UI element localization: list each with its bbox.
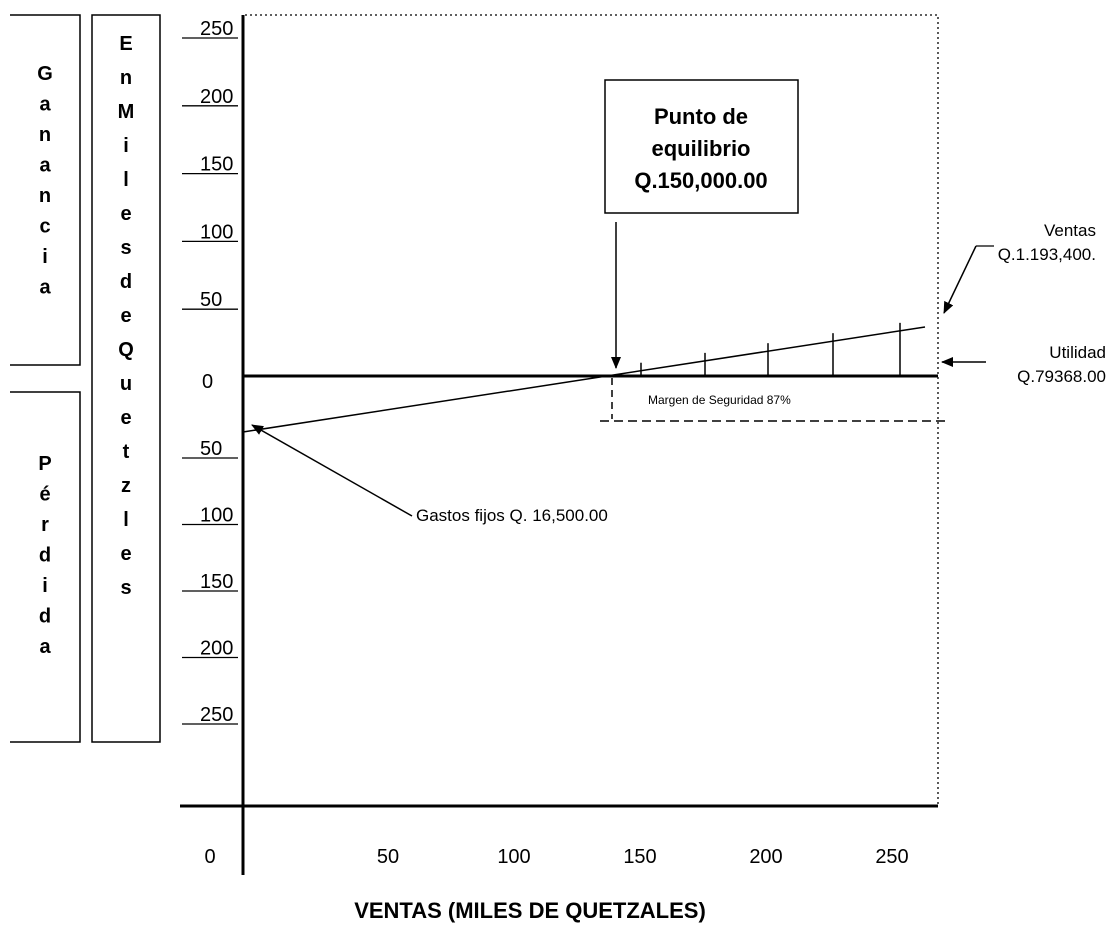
miles-letter: e — [120, 203, 131, 225]
perdida-letter: P — [38, 453, 51, 475]
x-tick-label: 150 — [623, 846, 656, 868]
miles-letter: n — [120, 67, 132, 89]
y-tick-label: 50 — [200, 438, 222, 460]
miles-letter: s — [120, 237, 131, 259]
miles-letter: s — [120, 577, 131, 599]
x-tick-label: 250 — [875, 846, 908, 868]
profit-annotation: Utilidad Q.79368.00 — [1017, 343, 1106, 386]
perdida-letter: i — [42, 575, 48, 597]
miles-letter: Q — [118, 339, 134, 361]
x-tick-label: 0 — [204, 846, 215, 868]
miles-letter: d — [120, 271, 132, 293]
x-axis-title: VENTAS (MILES DE QUETZALES) — [354, 898, 706, 923]
x-tick-label: 200 — [749, 846, 782, 868]
safety-margin-label: Margen de Seguridad 87% — [648, 393, 791, 407]
y-tick-label: 100 — [200, 505, 233, 527]
y-tick-label: 0 — [202, 371, 213, 393]
perdida-box — [10, 391, 81, 743]
y-tick-label: 250 — [200, 704, 233, 726]
miles-letter: z — [121, 475, 131, 497]
miles-letter: M — [118, 101, 135, 123]
miles-box — [91, 14, 161, 743]
miles-letter: t — [123, 441, 130, 463]
fixed-costs-arrow — [251, 424, 413, 517]
sales-annotation: Ventas Q.1.193,400. — [998, 221, 1096, 264]
fixed-costs-annotation: Gastos fijos Q. 16,500.00 — [416, 506, 608, 525]
breakeven-box — [604, 79, 799, 214]
miles-letter: l — [123, 509, 129, 531]
profit-hatch — [640, 322, 901, 376]
y-tick-label: 150 — [200, 571, 233, 593]
perdida-letter: d — [39, 545, 51, 567]
ganancia-letter: a — [39, 155, 51, 177]
sales-line — [242, 326, 926, 433]
ganancia-letter: i — [42, 246, 48, 268]
x-tick-label: 50 — [377, 846, 399, 868]
dotted-frame — [245, 14, 939, 806]
miles-letter: i — [123, 135, 129, 157]
ganancia-letter: n — [39, 124, 51, 146]
miles-letter: E — [119, 33, 132, 55]
ganancia-letter: G — [37, 63, 53, 85]
x-tick-labels: 0 50 100 150 200 250 — [204, 846, 908, 868]
y-tick-label: 200 — [200, 638, 233, 660]
miles-letter: e — [120, 305, 131, 327]
perdida-letter: a — [39, 636, 51, 658]
ganancia-letter: a — [39, 94, 51, 116]
perdida-letter: é — [39, 484, 50, 506]
miles-letter: l — [123, 169, 129, 191]
perdida-letter: d — [39, 606, 51, 628]
y-tick-labels: 250 200 150 100 50 0 50 100 150 200 250 — [182, 18, 238, 726]
sales-arrow — [943, 245, 977, 314]
perdida-letter: r — [41, 514, 49, 536]
y-tick-label: 50 — [200, 289, 222, 311]
miles-letter: u — [120, 373, 132, 395]
x-tick-label: 100 — [497, 846, 530, 868]
miles-letter: e — [120, 407, 131, 429]
y-tick-label: 150 — [200, 154, 233, 176]
miles-letter: e — [120, 543, 131, 565]
y-tick-label: 200 — [200, 86, 233, 108]
ganancia-letter: c — [39, 216, 50, 238]
ganancia-letter: a — [39, 277, 51, 299]
y-tick-label: 250 — [200, 18, 233, 40]
y-tick-label: 100 — [200, 221, 233, 243]
breakeven-label: Punto de equilibrio Q.150,000.00 — [634, 104, 767, 193]
ganancia-letter: n — [39, 185, 51, 207]
ganancia-box — [10, 14, 81, 366]
